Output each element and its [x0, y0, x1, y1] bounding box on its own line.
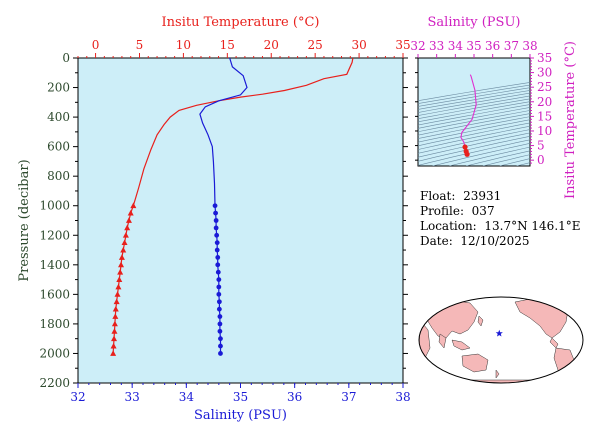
salinity-point: [218, 351, 223, 356]
location-label: Location:: [420, 219, 477, 233]
ts-deep-point: [464, 152, 469, 157]
pressure-axis-title: Pressure (decibar): [17, 159, 32, 281]
pressure-tick-label: 0: [62, 51, 70, 65]
ts-salinity-tick-label: 36: [485, 39, 500, 53]
ts-deep-point: [462, 144, 467, 149]
location-info-row: Location: 13.7°N 146.1°E: [420, 219, 581, 233]
ts-temperature-tick-label: 25: [537, 80, 552, 94]
salinity-point: [216, 270, 221, 275]
salinity-tick-label: 35: [233, 390, 248, 404]
temperature-tick-label: 10: [176, 38, 191, 52]
world-map: [419, 297, 583, 390]
pressure-tick-label: 200: [47, 81, 70, 95]
float-value: 23931: [463, 189, 501, 203]
ts-temperature-tick-label: 35: [537, 51, 552, 65]
profile-value: 037: [472, 204, 495, 218]
ts-temperature-axis-title: Insitu Temperature (°C): [563, 41, 578, 199]
profile-plot-area: [78, 58, 403, 383]
salinity-tick-label: 37: [341, 390, 356, 404]
date-value: 12/10/2025: [460, 234, 529, 248]
temperature-axis-title: Insitu Temperature (°C): [162, 15, 320, 30]
salinity-point: [214, 225, 219, 230]
profile-label: Profile:: [420, 204, 464, 218]
salinity-point: [217, 299, 222, 304]
ts-salinity-tick-label: 35: [466, 39, 481, 53]
ts-salinity-tick-label: 38: [522, 39, 537, 53]
salinity-point: [216, 277, 221, 282]
pressure-tick-label: 1600: [39, 287, 70, 301]
profile-plot: 0200400600800100012001400160018002000220…: [17, 15, 411, 423]
pressure-tick-label: 800: [47, 169, 70, 183]
salinity-point: [213, 203, 218, 208]
pressure-tick-label: 1400: [39, 258, 70, 272]
salinity-point: [216, 292, 221, 297]
greenland-landmass: [570, 300, 582, 312]
temperature-tick-label: 15: [220, 38, 235, 52]
salinity-point: [215, 255, 220, 260]
temperature-tick-label: 5: [136, 38, 144, 52]
float-label: Float:: [420, 189, 455, 203]
pressure-tick-label: 600: [47, 140, 70, 154]
location-value: 13.7°N 146.1°E: [484, 219, 580, 233]
salinity-point: [218, 344, 223, 349]
salinity-point: [218, 329, 223, 334]
pressure-tick-label: 2000: [39, 346, 70, 360]
salinity-tick-label: 34: [179, 390, 195, 404]
ts-temperature-tick-label: 15: [537, 109, 552, 123]
ts-salinity-axis-title: Salinity (PSU): [428, 15, 521, 30]
salinity-point: [218, 336, 223, 341]
ts-salinity-tick-label: 34: [448, 39, 464, 53]
salinity-point: [217, 307, 222, 312]
salinity-point: [214, 233, 219, 238]
salinity-point: [215, 240, 220, 245]
temperature-tick-label: 20: [264, 38, 279, 52]
pressure-tick-label: 1000: [39, 199, 70, 213]
ts-salinity-tick-label: 32: [410, 39, 425, 53]
antarctica-landmass: [430, 380, 570, 390]
ts-salinity-tick-label: 33: [429, 39, 444, 53]
profile-info-row: Profile: 037: [420, 204, 495, 218]
pressure-tick-label: 2200: [39, 376, 70, 390]
salinity-tick-label: 33: [125, 390, 140, 404]
date-label: Date:: [420, 234, 453, 248]
temperature-tick-label: 30: [351, 38, 366, 52]
salinity-tick-label: 32: [70, 390, 85, 404]
salinity-tick-label: 36: [287, 390, 302, 404]
date-info-row: Date: 12/10/2025: [420, 234, 530, 248]
pressure-tick-label: 1800: [39, 317, 70, 331]
ts-salinity-tick-label: 37: [504, 39, 519, 53]
salinity-point: [215, 262, 220, 267]
ts-temperature-tick-label: 5: [537, 139, 545, 153]
float-info-row: Float: 23931: [420, 189, 501, 203]
salinity-axis-title: Salinity (PSU): [194, 408, 287, 423]
salinity-point: [218, 322, 223, 327]
pressure-tick-label: 400: [47, 110, 70, 124]
salinity-point: [218, 314, 223, 319]
temperature-tick-label: 0: [92, 38, 100, 52]
salinity-point: [215, 248, 220, 253]
salinity-tick-label: 38: [395, 390, 410, 404]
south-america-landmass: [554, 348, 574, 380]
ts-temperature-tick-label: 0: [537, 153, 545, 167]
salinity-point: [213, 211, 218, 216]
ts-temperature-tick-label: 20: [537, 95, 552, 109]
ts-temperature-tick-label: 10: [537, 124, 552, 138]
temperature-tick-label: 25: [308, 38, 323, 52]
pressure-tick-label: 1200: [39, 228, 70, 242]
ts-temperature-tick-label: 30: [537, 66, 552, 80]
temperature-tick-label: 35: [395, 38, 410, 52]
salinity-point: [214, 218, 219, 223]
salinity-point: [216, 285, 221, 290]
